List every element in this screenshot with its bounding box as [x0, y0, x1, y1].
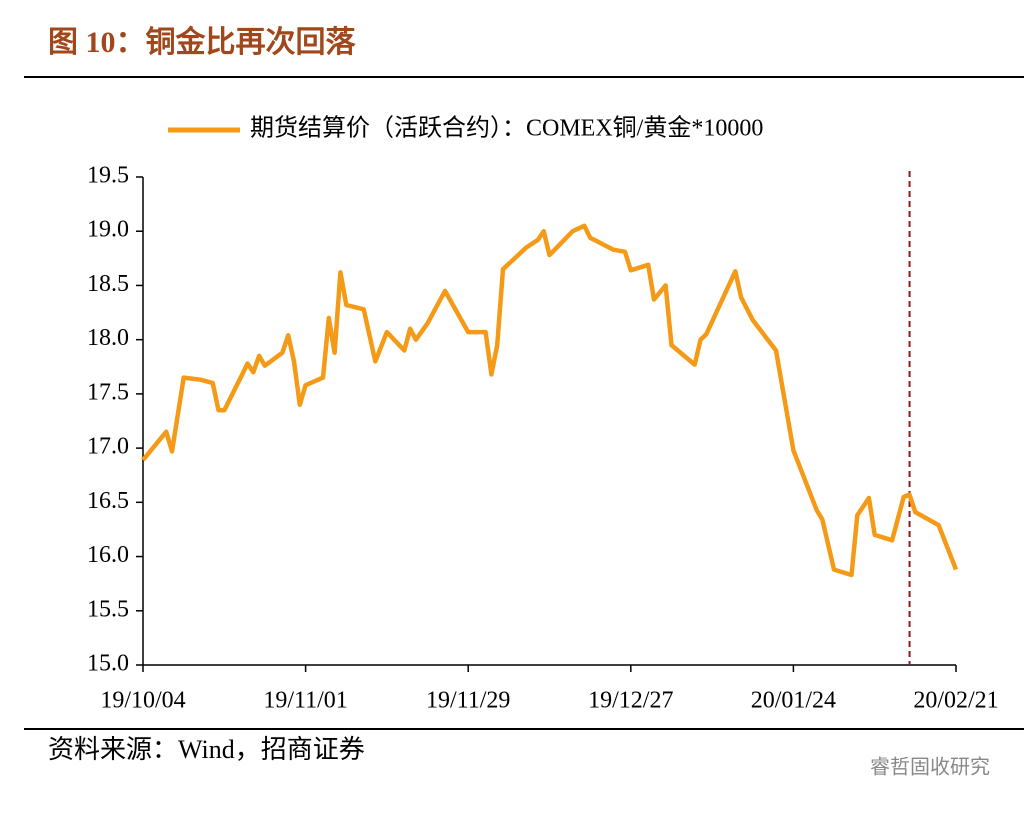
source: 资料来源：Wind，招商证券 [48, 735, 365, 764]
x-tick-label: 19/11/01 [263, 688, 347, 714]
y-tick-label: 17.5 [87, 379, 129, 405]
y-tick-label: 19.0 [87, 217, 129, 243]
watermark: 睿哲固收研究 [870, 755, 990, 779]
y-tick-label: 17.0 [87, 434, 129, 460]
y-tick-label: 18.5 [87, 271, 129, 297]
y-tick-label: 15.0 [87, 651, 129, 677]
x-tick-label: 20/02/21 [913, 688, 998, 714]
legend-label: 期货结算价（活跃合约）：COMEX铜/黄金*10000 [250, 115, 763, 142]
x-tick-label: 20/01/24 [751, 688, 836, 714]
y-tick-label: 16.5 [87, 488, 129, 514]
y-tick-label: 16.0 [87, 542, 129, 568]
chart-title: 图 10：铜金比再次回落 [48, 25, 356, 59]
x-tick-label: 19/10/04 [100, 688, 185, 714]
y-tick-label: 15.5 [87, 596, 129, 622]
y-tick-label: 18.0 [87, 325, 129, 351]
y-tick-label: 19.5 [87, 163, 129, 189]
x-tick-label: 19/11/29 [426, 688, 510, 714]
x-tick-label: 19/12/27 [588, 688, 673, 714]
series-line [141, 223, 959, 578]
